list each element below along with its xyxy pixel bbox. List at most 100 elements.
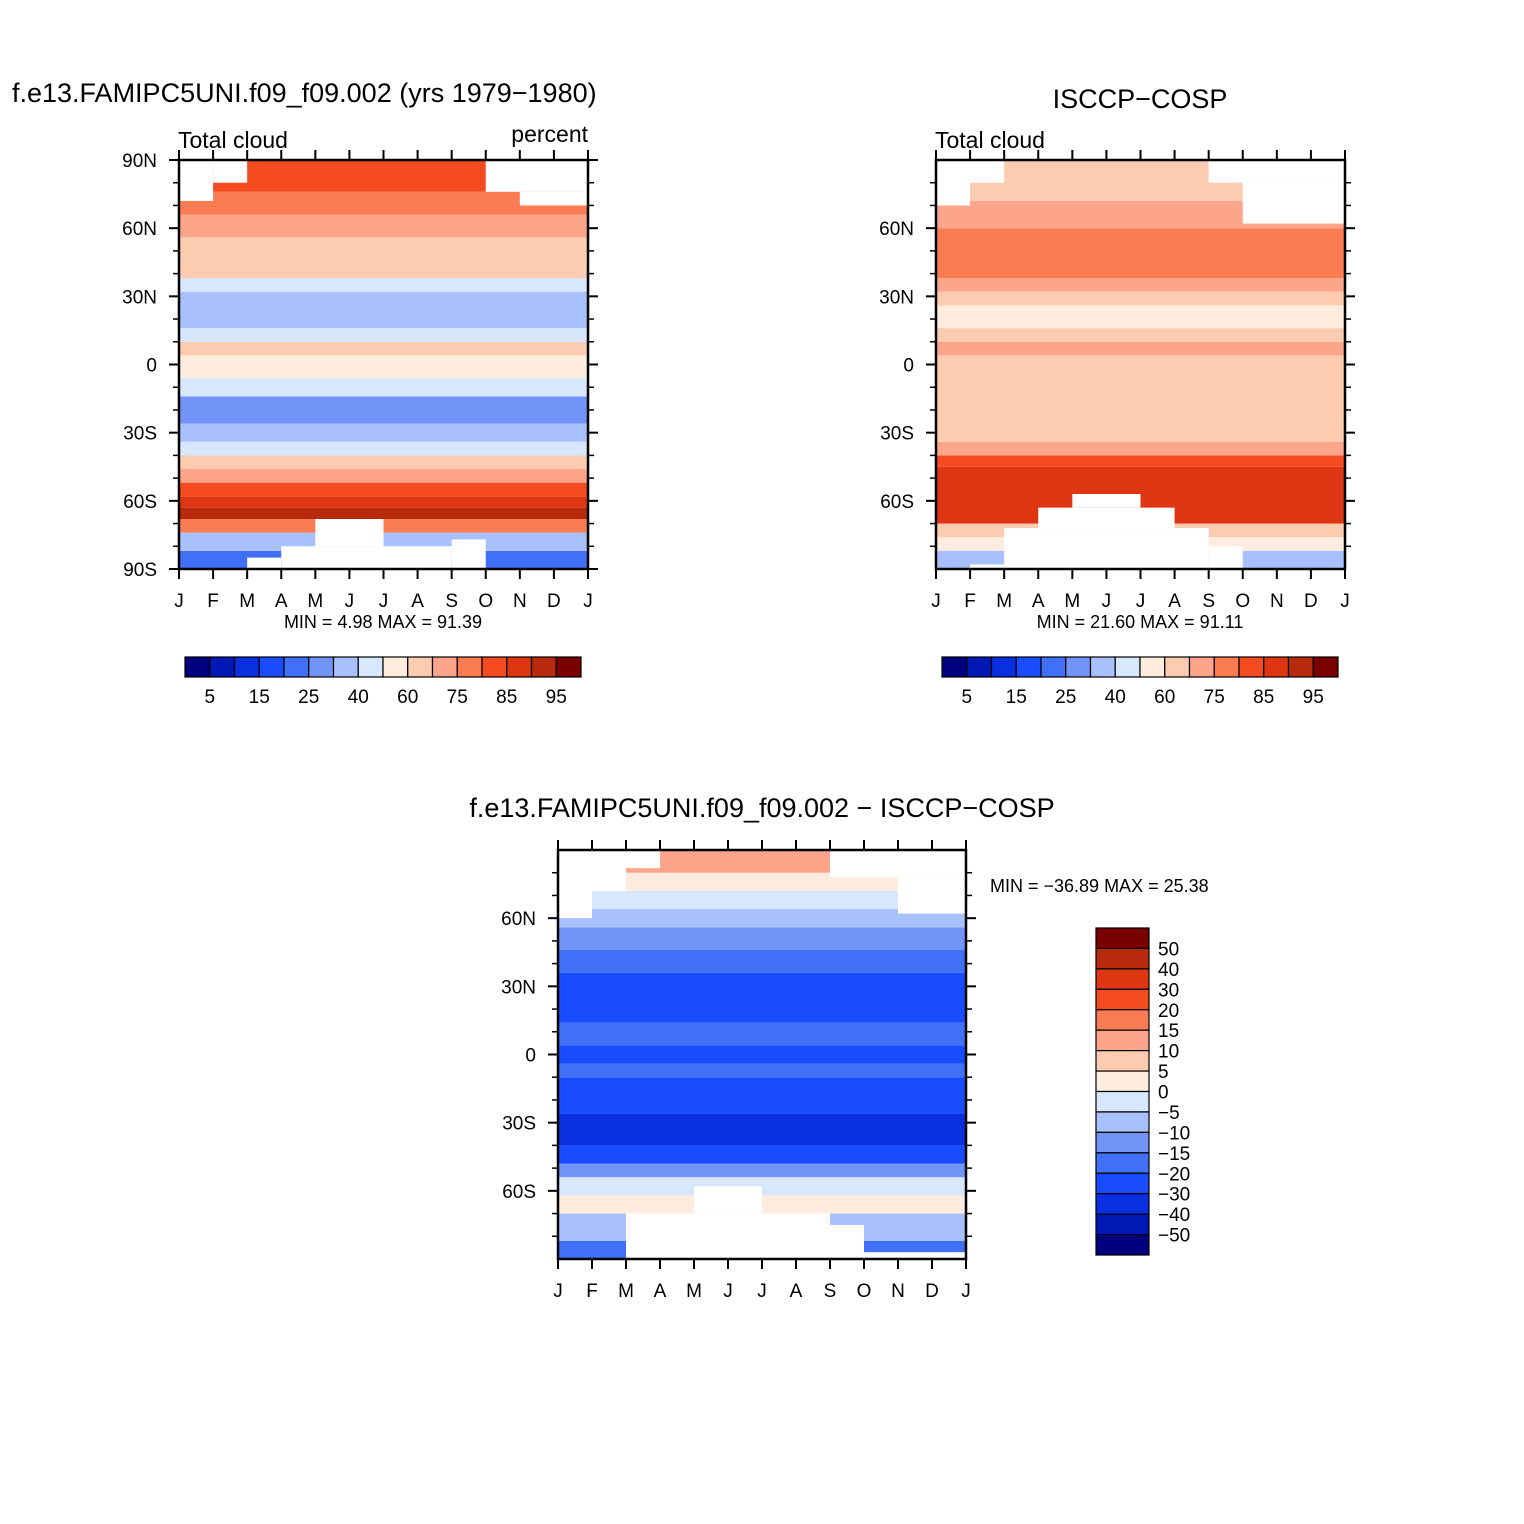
model-y-tick-label: 60S: [123, 492, 157, 513]
model-colorbar-label: 5: [204, 687, 215, 708]
model-lat-band: [179, 237, 588, 260]
obs-x-tick-label: M: [1064, 591, 1080, 612]
diff-colorbar-label: 50: [1158, 939, 1179, 960]
obs-y-tick-label: 30N: [879, 287, 914, 308]
obs-missing-mask: [1208, 546, 1243, 569]
model-colorbar-swatch: [258, 656, 285, 678]
model-lat-band: [179, 482, 588, 497]
obs-colorbar-label: 15: [1006, 687, 1027, 708]
model-panel-title: f.e13.FAMIPC5UNI.f09_f09.002 (yrs 1979−1…: [12, 78, 597, 108]
model-x-tick-label: F: [207, 591, 219, 612]
obs-colorbar-swatch: [990, 656, 1017, 678]
model-x-tick-label: M: [307, 591, 323, 612]
obs-x-tick-label: J: [1102, 591, 1112, 612]
model-colorbar-swatch: [407, 656, 434, 678]
obs-lat-band: [936, 228, 1345, 279]
model-x-tick-label: J: [583, 591, 593, 612]
model-colorbar-swatch: [481, 656, 508, 678]
diff-colorbar-label: −15: [1158, 1144, 1190, 1165]
obs-x-tick-label: M: [996, 591, 1012, 612]
diff-lat-band: [558, 1145, 966, 1164]
diff-colorbar-label: 5: [1158, 1062, 1169, 1083]
model-x-tick-label: J: [345, 591, 355, 612]
model-lat-band: [179, 291, 588, 310]
diff-colorbar-label: 30: [1158, 980, 1179, 1001]
obs-colorbar-swatch: [1114, 656, 1141, 678]
obs-missing-mask: [970, 564, 1005, 569]
obs-colorbar-swatch: [1213, 656, 1240, 678]
model-missing-mask: [485, 160, 588, 192]
obs-x-tick-label: S: [1202, 591, 1215, 612]
model-lat-band: [179, 441, 588, 456]
obs-x-tick-label: N: [1270, 591, 1284, 612]
obs-colorbar: 5 15 25 40 60 75 85 95: [941, 656, 1339, 708]
model-missing-mask: [519, 191, 588, 206]
obs-colorbar-swatch: [1139, 656, 1166, 678]
obs-colorbar-label: 5: [961, 687, 972, 708]
diff-lat-band: [558, 1177, 966, 1196]
diff-x-tick-label: J: [757, 1281, 767, 1302]
diff-x-tick-label: S: [824, 1281, 837, 1302]
diff-colorbar-swatch: [1095, 1029, 1150, 1052]
model-min-max: MIN = 4.98 MAX = 91.39: [284, 612, 482, 632]
obs-y-tick-label: 30S: [880, 424, 914, 445]
diff-x-tick-label: N: [891, 1281, 905, 1302]
diff-colorbar-label: −5: [1158, 1103, 1180, 1124]
obs-missing-mask: [936, 160, 971, 206]
diff-y-tick-label: 30S: [502, 1114, 536, 1135]
diff-lat-band: [558, 949, 966, 973]
diff-x-tick-label: A: [654, 1281, 667, 1302]
diff-lat-band: [558, 1113, 966, 1146]
model-colorbar-label: 85: [496, 687, 517, 708]
model-colorbar-swatch: [308, 656, 335, 678]
obs-lat-band: [936, 305, 1345, 329]
diff-colorbar-label: 20: [1158, 1001, 1179, 1022]
model-colorbar-swatch: [357, 656, 384, 678]
model-missing-mask: [247, 557, 282, 569]
model-missing-mask: [451, 539, 486, 569]
diff-colorbar-label: 40: [1158, 960, 1179, 981]
obs-colorbar-label: 95: [1303, 687, 1324, 708]
diff-colorbar-swatch: [1095, 1213, 1150, 1236]
obs-colorbar-label: 75: [1204, 687, 1225, 708]
model-y-tick-label: 30S: [123, 424, 157, 445]
model-x-tick-label: M: [239, 591, 255, 612]
model-missing-mask: [281, 546, 452, 569]
diff-panel: f.e13.FAMIPC5UNI.f09_f09.002 − ISCCP−COS…: [469, 793, 1208, 1302]
obs-missing-mask: [1038, 507, 1175, 529]
obs-lat-band: [936, 341, 1345, 356]
diff-y-tick-label: 0: [525, 1046, 536, 1067]
obs-y-tick-label: 60N: [879, 219, 914, 240]
diff-x-tick-label: J: [961, 1281, 971, 1302]
obs-colorbar-label: 25: [1055, 687, 1076, 708]
diff-x-tick-label: D: [925, 1281, 939, 1302]
model-colorbar-label: 40: [348, 687, 369, 708]
obs-lat-band: [936, 455, 1345, 467]
model-x-tick-label: N: [513, 591, 527, 612]
diff-missing-mask: [830, 1224, 864, 1259]
diff-colorbar-swatch: [1095, 1070, 1150, 1093]
diff-x-tick-label: A: [790, 1281, 803, 1302]
obs-panel-title: ISCCP−COSP: [1053, 84, 1228, 114]
model-x-tick-label: J: [379, 591, 389, 612]
model-lat-band: [179, 309, 588, 329]
diff-lat-band: [558, 890, 966, 910]
model-lat-band: [179, 507, 588, 520]
diff-colorbar-label: 0: [1158, 1083, 1169, 1104]
model-lat-band: [179, 259, 588, 279]
obs-colorbar-swatch: [1065, 656, 1092, 678]
obs-colorbar-swatch: [1287, 656, 1314, 678]
obs-missing-mask: [1208, 160, 1345, 183]
model-lat-band: [179, 469, 588, 483]
diff-colorbar-label: −10: [1158, 1123, 1190, 1144]
model-colorbar-swatch: [431, 656, 458, 678]
model-colorbar-swatch: [456, 656, 483, 678]
obs-colorbar-swatch: [1312, 656, 1339, 678]
diff-colorbar-label: 10: [1158, 1042, 1179, 1063]
model-colorbar-swatch: [506, 656, 533, 678]
diff-min-max: MIN = −36.89 MAX = 25.38: [990, 876, 1209, 896]
model-missing-mask: [213, 160, 248, 183]
diff-missing-mask: [830, 850, 966, 878]
model-panel: f.e13.FAMIPC5UNI.f09_f09.002 (yrs 1979−1…: [12, 78, 598, 708]
